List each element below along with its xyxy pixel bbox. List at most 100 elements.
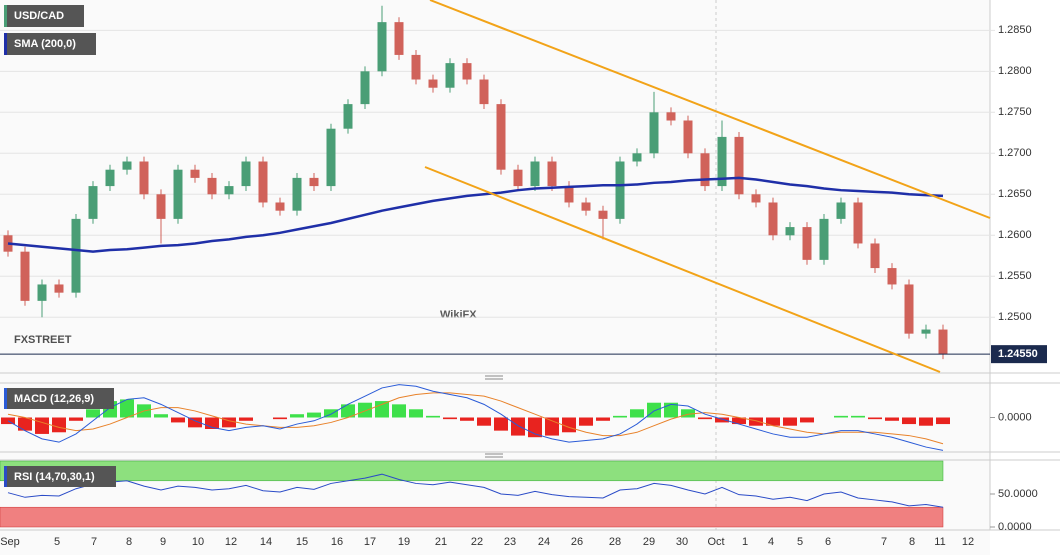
candle-body xyxy=(819,218,829,260)
resize-grip[interactable] xyxy=(485,453,503,458)
candle-body xyxy=(598,210,608,219)
candle-body xyxy=(564,186,574,203)
histogram-bar xyxy=(681,409,695,418)
histogram-bar xyxy=(154,414,168,418)
candle-body xyxy=(326,128,336,187)
candle-body xyxy=(513,169,523,187)
candle-body xyxy=(139,161,149,195)
histogram-bar xyxy=(919,417,933,426)
histogram-bar xyxy=(443,417,457,420)
y-tick-label: 1.2800 xyxy=(998,65,1032,77)
histogram-bar xyxy=(800,417,814,423)
histogram-bar xyxy=(749,417,763,426)
candle-body xyxy=(887,268,897,285)
candle-body xyxy=(547,161,557,187)
candle-body xyxy=(717,136,727,187)
histogram-bar xyxy=(426,415,440,418)
candle-body xyxy=(105,169,115,187)
legend-box xyxy=(4,466,116,487)
x-tick-label: 24 xyxy=(538,536,550,548)
candle-body xyxy=(207,177,217,195)
histogram-bar xyxy=(613,415,627,418)
logo: FXSTREET xyxy=(14,334,72,346)
candle-body xyxy=(921,329,931,334)
y-tick-label: 0.0000 xyxy=(998,411,1032,423)
histogram-bar xyxy=(324,409,338,418)
x-tick-label: 9 xyxy=(160,536,166,548)
histogram-bar xyxy=(936,417,950,425)
histogram-bar xyxy=(341,404,355,418)
sma-line xyxy=(7,176,944,253)
legend-label: SMA (200,0) xyxy=(14,38,76,50)
histogram-bar xyxy=(358,402,372,418)
candle-body xyxy=(20,251,30,301)
candle-body xyxy=(224,186,234,195)
candle-body xyxy=(802,227,812,260)
histogram-bar xyxy=(392,404,406,418)
candle-body xyxy=(496,104,506,170)
candle-body xyxy=(785,227,795,236)
y-tick-label: 1.2550 xyxy=(998,270,1032,282)
x-tick-label: 1 xyxy=(742,536,748,548)
histogram-bar xyxy=(273,417,287,420)
y-tick-label: 1.2750 xyxy=(998,106,1032,118)
histogram-bar xyxy=(52,417,66,433)
candle-body xyxy=(870,243,880,269)
x-tick-label: 5 xyxy=(54,536,60,548)
legend-label: USD/CAD xyxy=(14,10,64,22)
overbought-band xyxy=(0,460,944,482)
legend-box xyxy=(4,388,114,409)
histogram-bar xyxy=(766,417,780,426)
histogram-bar xyxy=(851,415,865,418)
channel-line xyxy=(429,0,991,219)
histogram-bar xyxy=(698,417,712,420)
histogram-bar xyxy=(511,417,525,436)
candle-body xyxy=(258,161,268,203)
x-tick-label: 19 xyxy=(398,536,410,548)
candle-body xyxy=(428,79,438,88)
x-tick-label: Sep xyxy=(0,536,20,548)
candle-body xyxy=(683,120,693,154)
candle-body xyxy=(37,284,47,301)
x-tick-label: 11 xyxy=(934,536,945,548)
x-tick-label: 29 xyxy=(643,536,655,548)
histogram-bar xyxy=(375,401,389,418)
candle-body xyxy=(853,202,863,244)
last-price-label: 1.24550 xyxy=(998,348,1038,360)
x-tick-label: 7 xyxy=(91,536,97,548)
histogram-bar xyxy=(239,417,253,421)
legend-label: RSI (14,70,30,1) xyxy=(14,471,95,483)
rsi-line xyxy=(7,473,944,508)
candle-body xyxy=(649,112,659,154)
candle-body xyxy=(394,22,404,55)
oversold-band xyxy=(0,506,944,528)
x-tick-label: 6 xyxy=(825,536,831,548)
candle-body xyxy=(309,177,319,187)
resize-grip[interactable] xyxy=(485,375,503,380)
x-tick-label: 15 xyxy=(296,536,308,548)
candle-body xyxy=(88,186,98,219)
histogram-bar xyxy=(783,417,797,426)
x-tick-label: 30 xyxy=(676,536,688,548)
legend-swatch xyxy=(4,388,7,409)
histogram-bar xyxy=(834,415,848,418)
legend-box xyxy=(4,33,96,55)
x-tick-label: 26 xyxy=(571,536,583,548)
candle-body xyxy=(122,161,132,170)
histogram-bar xyxy=(171,417,185,423)
candle-body xyxy=(615,161,625,219)
candle-body xyxy=(768,202,778,236)
legend-swatch xyxy=(4,33,7,55)
candle-body xyxy=(241,161,251,187)
histogram-bar xyxy=(562,417,576,433)
candle-body xyxy=(462,63,472,80)
candle-body xyxy=(411,54,421,80)
candle-body xyxy=(275,202,285,211)
channel-line xyxy=(424,166,941,373)
candle-body xyxy=(377,22,387,72)
histogram-bar xyxy=(290,414,304,418)
candle-body xyxy=(3,235,13,252)
y-tick-label: 50.0000 xyxy=(998,488,1038,500)
x-tick-label: 14 xyxy=(260,536,272,548)
x-tick-label: 7 xyxy=(881,536,887,548)
